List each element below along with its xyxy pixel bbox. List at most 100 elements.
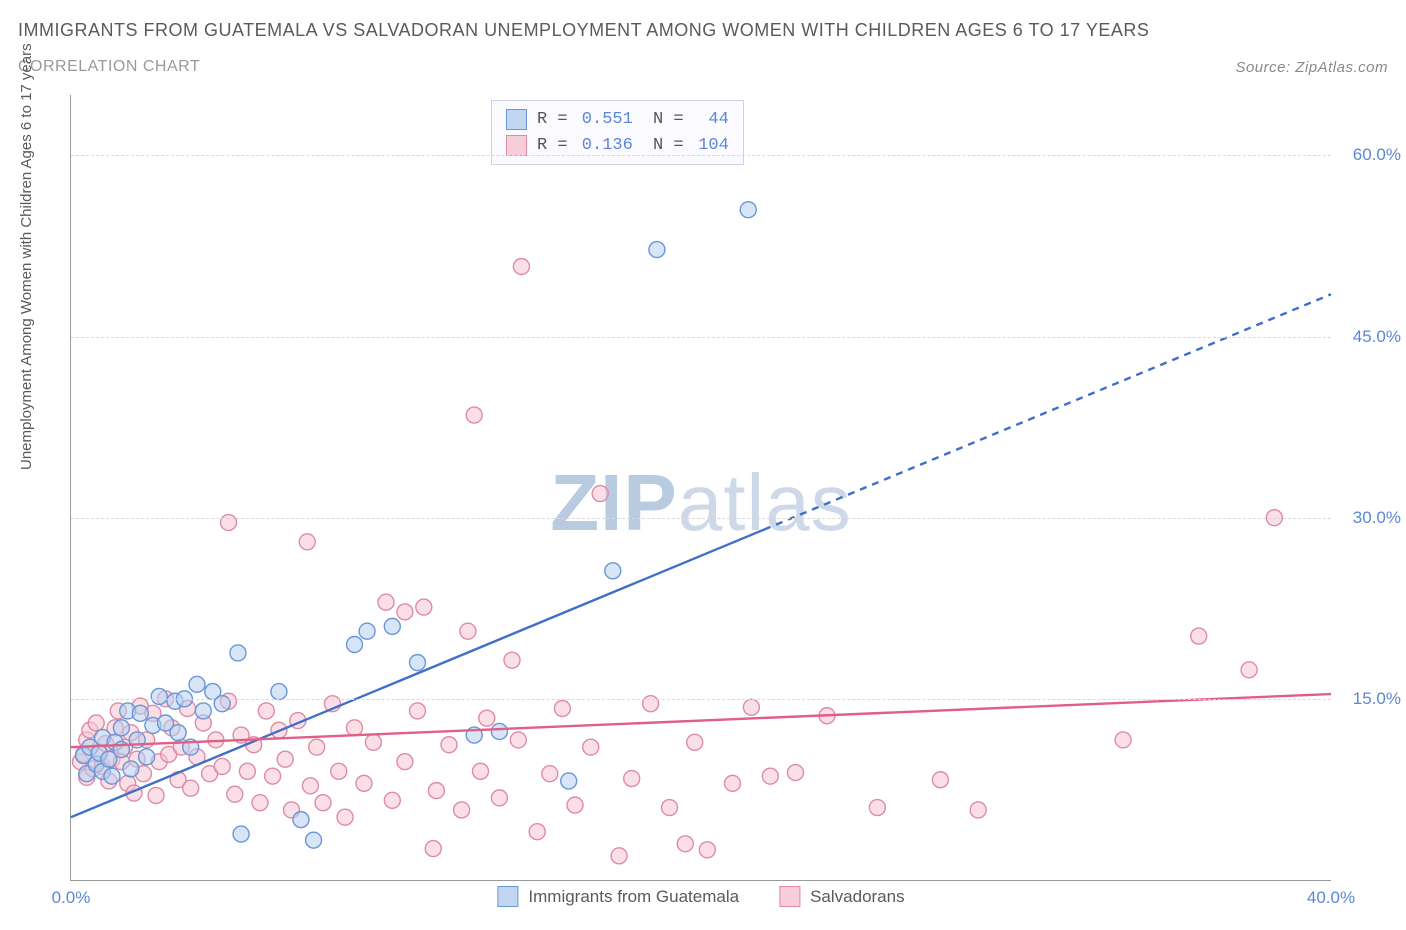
legend-label-salvadorans: Salvadorans — [810, 887, 905, 907]
scatter-point-salvadorans — [183, 780, 199, 796]
scatter-point-salvadorans — [554, 701, 570, 717]
scatter-point-guatemala — [649, 242, 665, 258]
scatter-point-salvadorans — [788, 765, 804, 781]
scatter-point-salvadorans — [725, 775, 741, 791]
scatter-point-salvadorans — [687, 734, 703, 750]
scatter-point-salvadorans — [410, 703, 426, 719]
swatch-pink-icon — [779, 886, 800, 907]
scatter-point-guatemala — [384, 618, 400, 634]
scatter-point-salvadorans — [699, 842, 715, 858]
scatter-point-salvadorans — [425, 841, 441, 857]
scatter-point-salvadorans — [491, 790, 507, 806]
chart-subtitle: CORRELATION CHART — [18, 58, 200, 76]
scatter-point-salvadorans — [258, 703, 274, 719]
plot-area: ZIPatlas R = 0.551 N = 44 R = 0.136 N = … — [70, 95, 1331, 881]
scatter-point-salvadorans — [504, 652, 520, 668]
scatter-point-salvadorans — [869, 800, 885, 816]
scatter-point-salvadorans — [337, 809, 353, 825]
scatter-point-salvadorans — [583, 739, 599, 755]
scatter-point-salvadorans — [397, 604, 413, 620]
scatter-point-guatemala — [410, 655, 426, 671]
scatter-point-salvadorans — [460, 623, 476, 639]
y-tick-label: 60.0% — [1341, 145, 1401, 165]
series-legend: Immigrants from Guatemala Salvadorans — [497, 886, 904, 907]
source-label: Source: ZipAtlas.com — [1235, 59, 1388, 76]
chart-title: IMMIGRANTS FROM GUATEMALA VS SALVADORAN … — [18, 20, 1149, 41]
scatter-point-salvadorans — [365, 734, 381, 750]
scatter-point-salvadorans — [299, 534, 315, 550]
scatter-point-salvadorans — [1241, 662, 1257, 678]
scatter-point-salvadorans — [970, 802, 986, 818]
swatch-blue-icon — [497, 886, 518, 907]
scatter-point-salvadorans — [743, 699, 759, 715]
scatter-point-salvadorans — [148, 787, 164, 803]
scatter-point-salvadorans — [624, 771, 640, 787]
scatter-point-salvadorans — [592, 486, 608, 502]
scatter-point-salvadorans — [611, 848, 627, 864]
gridline — [71, 155, 1331, 156]
scatter-point-salvadorans — [454, 802, 470, 818]
scatter-point-salvadorans — [302, 778, 318, 794]
scatter-point-guatemala — [189, 676, 205, 692]
scatter-point-salvadorans — [662, 800, 678, 816]
gridline — [71, 337, 1331, 338]
y-axis-label: Unemployment Among Women with Children A… — [18, 43, 35, 470]
trendline-dashed-guatemala — [764, 294, 1331, 529]
scatter-point-guatemala — [113, 720, 129, 736]
scatter-point-salvadorans — [932, 772, 948, 788]
scatter-point-salvadorans — [309, 739, 325, 755]
scatter-point-guatemala — [139, 749, 155, 765]
scatter-point-guatemala — [359, 623, 375, 639]
subtitle-row: CORRELATION CHART Source: ZipAtlas.com — [18, 58, 1388, 76]
scatter-point-salvadorans — [479, 710, 495, 726]
scatter-point-salvadorans — [416, 599, 432, 615]
scatter-point-salvadorans — [542, 766, 558, 782]
legend-item-salvadorans: Salvadorans — [779, 886, 905, 907]
x-tick-label: 0.0% — [52, 888, 91, 908]
y-tick-label: 15.0% — [1341, 689, 1401, 709]
scatter-point-guatemala — [347, 637, 363, 653]
scatter-point-salvadorans — [227, 786, 243, 802]
scatter-point-salvadorans — [384, 792, 400, 808]
scatter-point-salvadorans — [1115, 732, 1131, 748]
scatter-point-salvadorans — [762, 768, 778, 784]
scatter-point-salvadorans — [265, 768, 281, 784]
scatter-point-guatemala — [740, 202, 756, 218]
scatter-point-guatemala — [195, 703, 211, 719]
gridline — [71, 699, 1331, 700]
scatter-point-guatemala — [271, 684, 287, 700]
scatter-point-salvadorans — [347, 720, 363, 736]
trendline-guatemala — [71, 530, 764, 818]
scatter-point-salvadorans — [239, 763, 255, 779]
scatter-point-guatemala — [104, 768, 120, 784]
scatter-point-guatemala — [230, 645, 246, 661]
y-tick-label: 30.0% — [1341, 508, 1401, 528]
scatter-point-salvadorans — [397, 754, 413, 770]
scatter-point-guatemala — [491, 723, 507, 739]
y-tick-label: 45.0% — [1341, 327, 1401, 347]
scatter-point-salvadorans — [513, 258, 529, 274]
scatter-point-guatemala — [306, 832, 322, 848]
scatter-point-salvadorans — [88, 715, 104, 731]
scatter-point-salvadorans — [428, 783, 444, 799]
scatter-point-guatemala — [561, 773, 577, 789]
scatter-point-guatemala — [605, 563, 621, 579]
scatter-point-guatemala — [151, 688, 167, 704]
scatter-point-salvadorans — [315, 795, 331, 811]
scatter-point-guatemala — [233, 826, 249, 842]
scatter-point-salvadorans — [441, 737, 457, 753]
scatter-point-salvadorans — [378, 594, 394, 610]
scatter-point-salvadorans — [277, 751, 293, 767]
gridline — [71, 518, 1331, 519]
scatter-point-guatemala — [170, 725, 186, 741]
scatter-point-salvadorans — [677, 836, 693, 852]
legend-item-guatemala: Immigrants from Guatemala — [497, 886, 739, 907]
scatter-point-guatemala — [123, 761, 139, 777]
scatter-point-guatemala — [132, 705, 148, 721]
scatter-point-salvadorans — [214, 758, 230, 774]
scatter-point-salvadorans — [567, 797, 583, 813]
scatter-point-salvadorans — [510, 732, 526, 748]
scatter-point-guatemala — [293, 812, 309, 828]
scatter-point-salvadorans — [356, 775, 372, 791]
scatter-point-salvadorans — [331, 763, 347, 779]
